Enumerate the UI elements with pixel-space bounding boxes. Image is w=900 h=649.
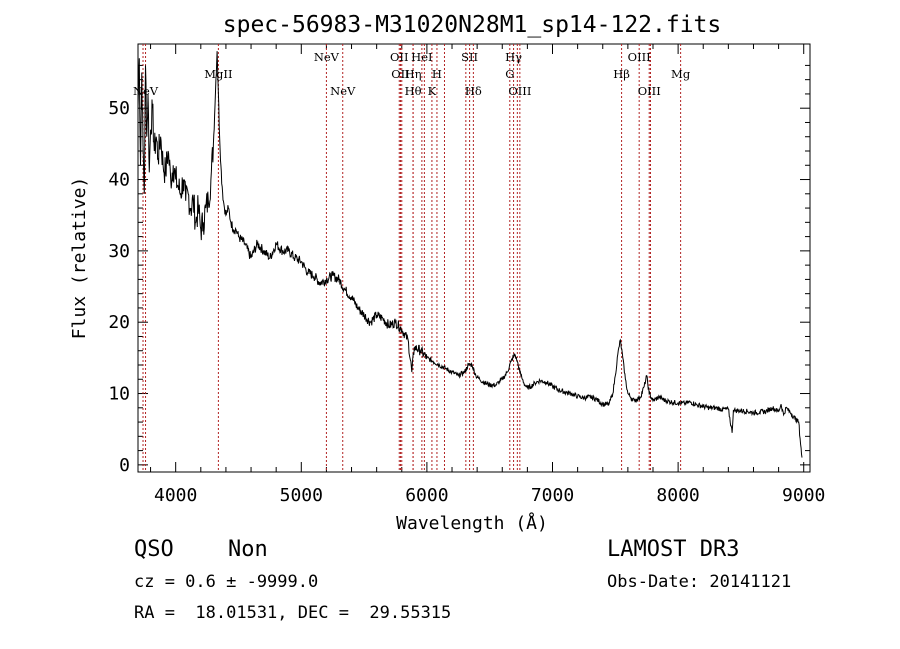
line-marker-label: NeV (330, 84, 356, 98)
line-marker-label: Hδ (465, 84, 482, 98)
chart-title: spec-56983-M31020N28M1_sp14-122.fits (223, 12, 722, 38)
y-tick-labels: 0 10 20 30 40 50 (108, 98, 130, 476)
line-marker-label: Hθ (405, 84, 422, 98)
line-marker-label: NeV (314, 50, 340, 64)
x-tick-labels: 4000 5000 6000 7000 8000 9000 (154, 485, 825, 506)
line-marker-label: SII (461, 50, 478, 64)
line-marker-label: OIII (638, 84, 661, 98)
x-tick-label: 8000 (656, 485, 699, 506)
object-class: QSO (134, 537, 174, 562)
x-tick-label: 9000 (782, 485, 825, 506)
line-marker-label: MgII (204, 67, 232, 81)
y-tick-label: 50 (108, 98, 130, 119)
axis-ticks (138, 44, 810, 472)
line-marker-label: Hγ (505, 50, 522, 64)
y-tick-label: 40 (108, 170, 130, 191)
y-tick-label: 0 (119, 455, 130, 476)
spectrum-line (137, 51, 803, 458)
x-tick-label: 4000 (154, 485, 197, 506)
x-tick-label: 5000 (280, 485, 323, 506)
redshift-line: cz = 0.6 ± -9999.0 (134, 572, 319, 592)
obs-date: Obs-Date: 20141121 (607, 572, 792, 592)
line-markers (142, 44, 682, 472)
x-tick-label: 6000 (405, 485, 448, 506)
line-marker-label: G (505, 67, 514, 81)
x-tick-label: 7000 (531, 485, 574, 506)
y-tick-label: 30 (108, 241, 130, 262)
x-axis-label: Wavelength (Å) (396, 512, 548, 534)
survey-name: LAMOST DR3 (607, 537, 740, 562)
line-marker-label: K (428, 84, 437, 98)
line-marker-label: Hβ (613, 67, 630, 81)
line-marker-label: H (432, 67, 442, 81)
y-tick-label: 20 (108, 312, 130, 333)
line-marker-label: Mg (671, 67, 691, 81)
line-marker-label: OII (390, 50, 409, 64)
line-marker-label: OIII (628, 50, 651, 64)
y-axis-label: Flux (relative) (69, 177, 90, 340)
coordinates-line: RA = 18.01531, DEC = 29.55315 (134, 603, 452, 623)
object-subclass: Non (228, 537, 268, 562)
line-marker-label: OIII (508, 84, 531, 98)
y-tick-label: 10 (108, 384, 130, 405)
line-marker-label: HeI (411, 50, 432, 64)
plot-frame (137, 43, 811, 473)
line-marker-label: OII (391, 67, 410, 81)
line-marker-label: Hη (405, 67, 422, 81)
